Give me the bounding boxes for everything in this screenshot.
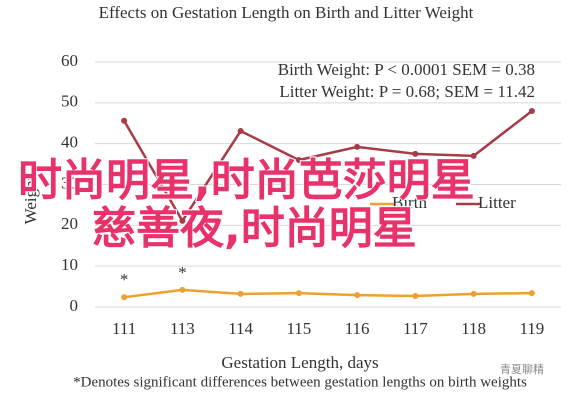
data-point xyxy=(121,117,128,124)
overlay-text: 慈善夜,时尚明星 xyxy=(92,203,417,254)
data-point xyxy=(295,290,302,297)
annotation: * xyxy=(120,270,129,289)
data-point xyxy=(528,290,535,297)
data-point xyxy=(179,217,186,224)
data-point xyxy=(354,143,361,150)
x-tick-label: 113 xyxy=(170,319,195,338)
x-tick-label: 116 xyxy=(345,319,370,338)
y-tick-label: 20 xyxy=(61,214,78,233)
data-point xyxy=(295,157,302,163)
x-tick-label: 117 xyxy=(403,319,428,338)
watermark: 青夏聊精 xyxy=(500,362,544,376)
data-point xyxy=(412,150,419,157)
x-tick-label: 118 xyxy=(461,319,486,338)
annotation: * xyxy=(178,263,187,282)
series-line xyxy=(123,110,533,224)
data-point xyxy=(412,292,419,299)
x-tick-label: 115 xyxy=(286,319,311,338)
footnote: *Denotes significant differences between… xyxy=(73,374,527,390)
chart-title: Effects on Gestation Length on Birth and… xyxy=(99,3,474,22)
overlay-text: 时尚明星,时尚芭莎明星 xyxy=(18,155,475,206)
y-tick-label: 30 xyxy=(61,173,78,192)
y-axis-label: Weight xyxy=(21,175,40,224)
data-point xyxy=(470,152,477,159)
x-axis-label: Gestation Length, days xyxy=(221,353,378,372)
data-point xyxy=(237,290,244,297)
series-line xyxy=(123,288,532,299)
stats-text: Litter Weight: P = 0.68; SEM = 11.42 xyxy=(279,82,535,101)
stats-text: Birth Weight: P < 0.0001 SEM = 0.38 xyxy=(278,60,535,79)
y-tick-label: 40 xyxy=(61,133,78,152)
x-tick-label: 114 xyxy=(228,319,253,338)
x-tick-label: 119 xyxy=(519,319,544,338)
data-point xyxy=(179,286,186,293)
data-point xyxy=(354,292,361,299)
legend-label: Litter xyxy=(478,193,516,212)
data-point xyxy=(121,294,128,301)
y-tick-label: 60 xyxy=(61,51,78,70)
data-point xyxy=(237,128,244,135)
data-point xyxy=(470,290,477,297)
data-point xyxy=(528,108,535,114)
y-tick-label: 10 xyxy=(61,255,78,274)
y-tick-label: 50 xyxy=(61,92,78,111)
y-tick-label: 0 xyxy=(70,296,79,315)
x-tick-label: 111 xyxy=(112,319,136,338)
legend-label: Birth xyxy=(392,193,427,212)
